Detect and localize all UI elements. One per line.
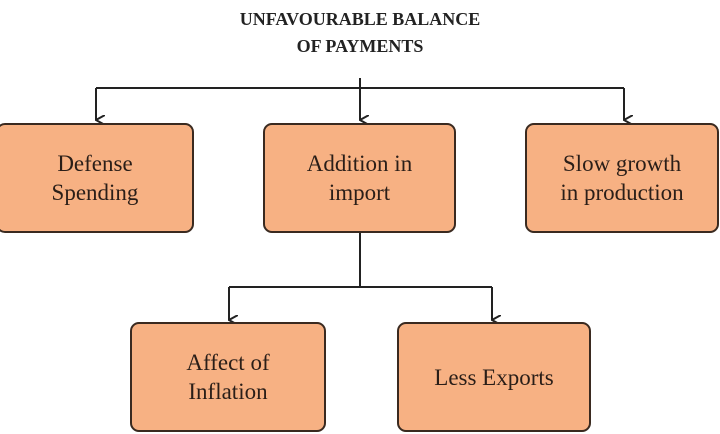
node-less-exports: Less Exports: [397, 322, 591, 432]
node-text: Slow growth: [562, 151, 682, 176]
node-text: in production: [560, 180, 684, 205]
diagram-title: UNFAVOURABLE BALANCE OF PAYMENTS: [0, 6, 720, 60]
node-text: Spending: [51, 180, 139, 205]
node-addition-in-import: Addition in import: [263, 123, 456, 233]
title-line-2: OF PAYMENTS: [296, 36, 424, 56]
node-text: Affect of: [186, 350, 270, 375]
node-text: Inflation: [188, 379, 268, 404]
node-defense-spending: Defense Spending: [0, 123, 194, 233]
node-affect-of-inflation: Affect of Inflation: [130, 322, 326, 432]
node-text: Less Exports: [434, 364, 554, 390]
node-text: Defense: [57, 151, 133, 176]
node-slow-growth: Slow growth in production: [525, 123, 719, 233]
node-text: import: [328, 180, 391, 205]
title-line-1: UNFAVOURABLE BALANCE: [239, 9, 481, 29]
node-text: Addition in: [306, 151, 413, 176]
